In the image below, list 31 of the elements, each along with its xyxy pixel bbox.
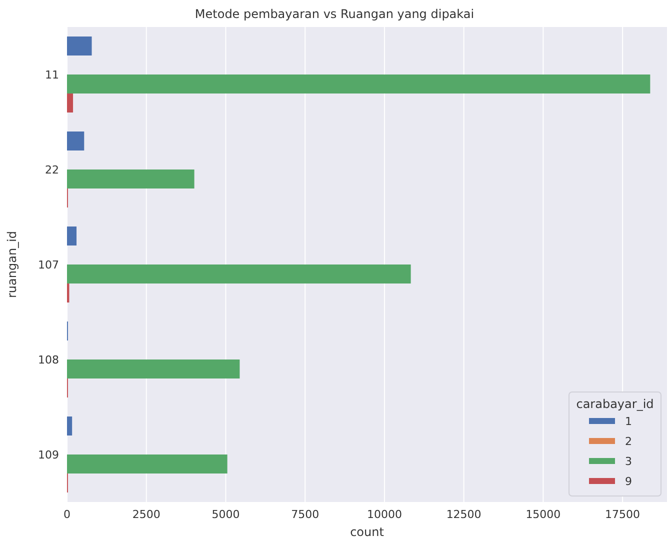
x-tick-label: 2500 (132, 508, 160, 521)
y-tick-label: 108 (38, 354, 59, 366)
bar (67, 74, 650, 94)
x-tick-label: 12500 (446, 508, 482, 521)
bar (67, 94, 74, 112)
x-tick-label: 5000 (212, 508, 240, 521)
bar (67, 226, 77, 246)
x-tick-label: 15000 (526, 508, 561, 521)
legend-label: 3 (625, 455, 632, 468)
bar (67, 416, 72, 436)
y-tick-label: 107 (38, 258, 59, 272)
x-tick-label: 7500 (291, 508, 320, 521)
y-tick-label: 22 (45, 164, 59, 176)
bar (67, 132, 84, 150)
y-tick-label: 109 (38, 448, 59, 462)
legend-label: 1 (625, 415, 632, 428)
legend-label: 9 (625, 475, 632, 488)
bar (67, 264, 411, 284)
y-axis-title: ruangan_id (5, 230, 19, 298)
bar (67, 170, 194, 188)
legend-title: carabayar_id (576, 397, 654, 411)
bar (67, 36, 92, 56)
y-tick-label: 11 (45, 68, 59, 82)
x-tick-label: 10000 (366, 508, 402, 521)
chart-title: Metode pembayaran vs Ruangan yang dipakai (194, 7, 474, 21)
x-tick-label: 17500 (605, 508, 640, 521)
x-tick-label: 0 (64, 508, 70, 521)
legend-label: 2 (625, 435, 632, 448)
x-axis-title: count (350, 525, 384, 539)
bar (67, 454, 228, 474)
bar (67, 360, 240, 378)
